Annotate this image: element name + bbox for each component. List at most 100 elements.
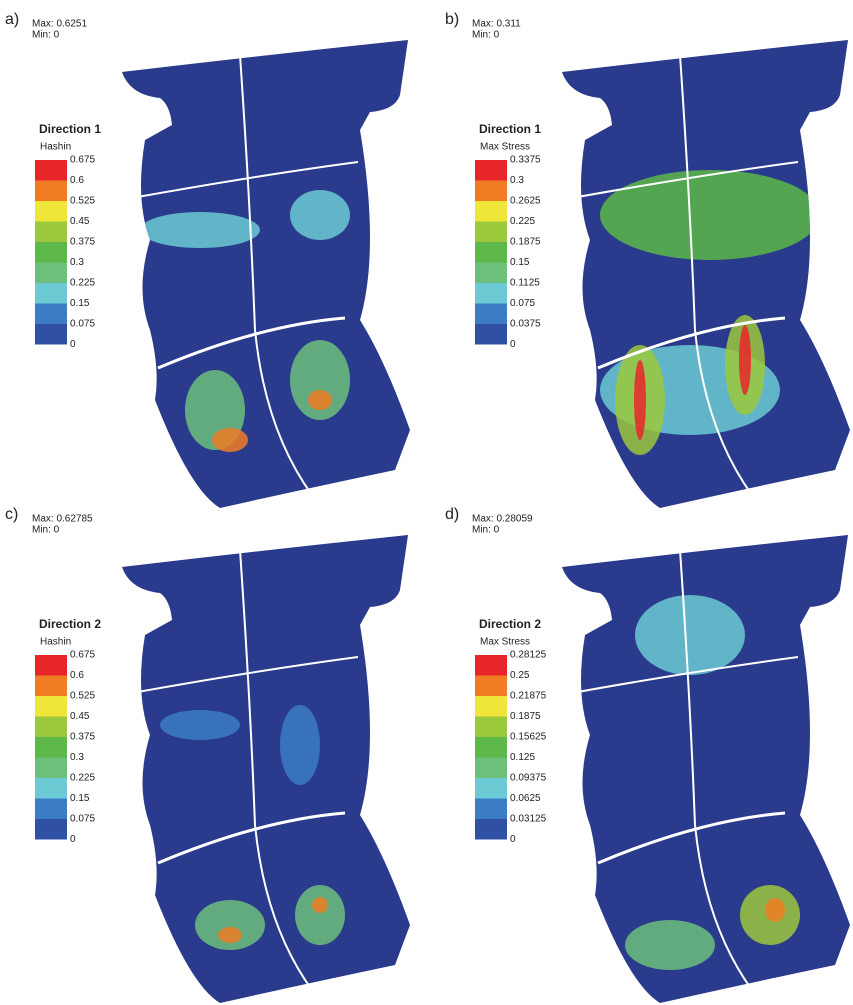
legend-swatch (475, 676, 507, 697)
legend-tick-label: 0.21875 (510, 691, 547, 702)
contour-patch (600, 170, 820, 260)
contour-patch (312, 897, 328, 913)
model-body (122, 40, 410, 508)
legend-swatch (475, 696, 507, 717)
legend-swatch (475, 263, 507, 284)
min-value: Min: 0 (32, 30, 60, 41)
contour-patch (160, 710, 240, 740)
legend-swatch (35, 222, 67, 243)
legend-tick-label: 0.45 (70, 216, 90, 227)
legend-title: Direction 2 (39, 617, 101, 631)
legend-tick-label: 0.25 (510, 670, 530, 681)
legend-swatch (475, 737, 507, 758)
contour-patch (634, 360, 646, 440)
contour-patch (295, 885, 345, 945)
panel-label: c) (5, 506, 18, 523)
legend-tick-label: 0.075 (510, 298, 535, 309)
legend-swatch (35, 778, 67, 799)
legend-swatch (475, 222, 507, 243)
legend-tick-label: 0.0375 (510, 319, 541, 330)
legend-tick-label: 0.3 (510, 175, 524, 186)
legend-tick-label: 0.0625 (510, 793, 541, 804)
contour-patch (635, 595, 745, 675)
legend-tick-label: 0.28125 (510, 650, 547, 661)
legend-tick-label: 0.525 (70, 196, 95, 207)
contour-patch (625, 920, 715, 970)
panel-label: d) (445, 506, 459, 523)
legend-swatch (35, 181, 67, 202)
legend-swatch (35, 758, 67, 779)
legend-tick-label: 0.375 (70, 732, 95, 743)
legend-tick-label: 0.525 (70, 691, 95, 702)
legend-swatch (475, 324, 507, 345)
max-value: Max: 0.6251 (32, 19, 87, 30)
legend-tick-label: 0.3375 (510, 155, 541, 166)
legend-title: Direction 2 (479, 617, 541, 631)
legend-tick-label: 0.225 (70, 278, 95, 289)
legend-swatch (35, 283, 67, 304)
model-body (562, 40, 850, 508)
legend-tick-label: 0.45 (70, 711, 90, 722)
contour-patch (739, 325, 751, 395)
legend-tick-label: 0.075 (70, 319, 95, 330)
contour-patch (212, 428, 248, 452)
legend-swatch (35, 242, 67, 263)
max-value: Max: 0.311 (472, 19, 521, 30)
legend-metric: Max Stress (480, 637, 530, 648)
legend-swatch (475, 778, 507, 799)
min-value: Min: 0 (472, 30, 500, 41)
max-value: Max: 0.28059 (472, 514, 533, 525)
legend-tick-label: 0.225 (510, 216, 535, 227)
legend-swatch (475, 160, 507, 181)
legend-tick-label: 0.675 (70, 650, 95, 661)
legend-tick-label: 0.675 (70, 155, 95, 166)
legend-swatch (475, 819, 507, 840)
page: a)Max: 0.6251Min: 0Direction 1Hashin0.67… (0, 0, 853, 1005)
legend-swatch (35, 160, 67, 181)
legend-tick-label: 0.15 (70, 298, 90, 309)
contour-patch (290, 190, 350, 240)
max-value: Max: 0.62785 (32, 514, 93, 525)
legend-metric: Hashin (40, 142, 71, 153)
contour-patch (308, 390, 332, 410)
legend-tick-label: 0.075 (70, 814, 95, 825)
legend-tick-label: 0.6 (70, 175, 84, 186)
legend-tick-label: 0 (70, 339, 76, 350)
legend-tick-label: 0.03125 (510, 814, 547, 825)
min-value: Min: 0 (472, 525, 500, 536)
legend-tick-label: 0.15625 (510, 732, 547, 743)
panel-label: a) (5, 11, 19, 28)
legend-title: Direction 1 (39, 122, 101, 136)
panel-label: b) (445, 11, 459, 28)
legend-swatch (475, 283, 507, 304)
contour-patch (218, 927, 242, 943)
legend-tick-label: 0.3 (70, 752, 84, 763)
legend-swatch (475, 758, 507, 779)
legend-title: Direction 1 (479, 122, 541, 136)
legend-swatch (35, 737, 67, 758)
panel: c) Max: 0.62785Min: 0 Direction 2 Hashin 0.6… (5, 506, 410, 1003)
legend-tick-label: 0 (510, 834, 516, 845)
legend-tick-label: 0.2625 (510, 196, 541, 207)
legend-swatch (475, 304, 507, 325)
model-body (122, 535, 410, 1003)
contour-patch (280, 705, 320, 785)
panel: a) Max: 0.6251Min: 0 Direction 1 Hashin 0.67… (5, 11, 410, 508)
legend-metric: Hashin (40, 637, 71, 648)
legend-swatch (475, 242, 507, 263)
legend-tick-label: 0.1125 (510, 278, 540, 289)
legend-tick-label: 0.1875 (510, 237, 541, 248)
legend-metric: Max Stress (480, 142, 530, 153)
legend-tick-label: 0.15 (510, 257, 530, 268)
min-value: Min: 0 (32, 525, 60, 536)
legend-swatch (35, 696, 67, 717)
legend-swatch (475, 717, 507, 738)
legend-tick-label: 0 (510, 339, 516, 350)
legend-tick-label: 0.375 (70, 237, 95, 248)
legend-swatch (475, 181, 507, 202)
legend-swatch (35, 324, 67, 345)
legend-swatch (475, 655, 507, 676)
legend-swatch (35, 263, 67, 284)
